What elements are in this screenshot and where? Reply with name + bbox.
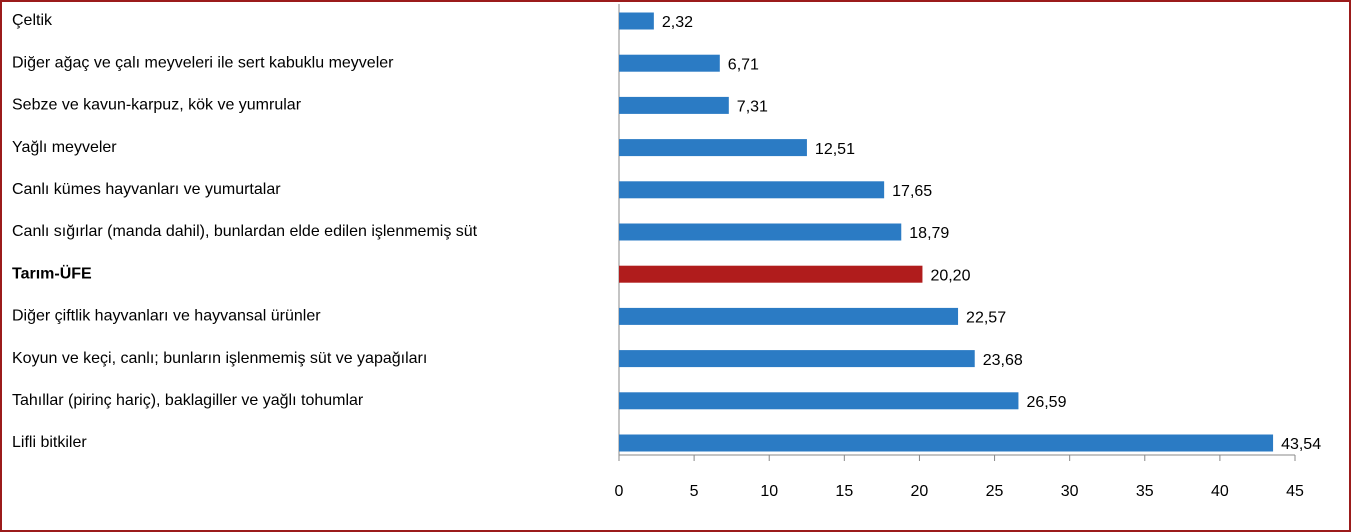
x-tick-label: 5: [690, 483, 699, 500]
bar: [619, 434, 1274, 452]
x-tick-label: 45: [1286, 483, 1304, 500]
x-tick-label: 25: [986, 483, 1004, 500]
x-tick-label: 30: [1061, 483, 1079, 500]
category-label: Tarım-ÜFE: [12, 263, 92, 282]
x-tick-label: 40: [1211, 483, 1229, 500]
value-label: 18,79: [909, 225, 949, 242]
category-label: Canlı sığırlar (manda dahil), bunlardan …: [12, 223, 478, 240]
value-label: 22,57: [966, 310, 1006, 327]
x-tick-label: 10: [760, 483, 778, 500]
x-tick-label: 0: [615, 483, 624, 500]
category-label: Yağlı meyveler: [12, 139, 117, 156]
bar: [619, 181, 885, 199]
value-label: 26,59: [1026, 394, 1066, 411]
category-label: Sebze ve kavun-karpuz, kök ve yumrular: [12, 97, 302, 114]
value-label: 2,32: [662, 14, 693, 31]
category-label: Diğer çiftlik hayvanları ve hayvansal ür…: [12, 308, 321, 325]
category-label: Lifli bitkiler: [12, 434, 87, 451]
category-label: Koyun ve keçi, canlı; bunların işlenmemi…: [12, 350, 427, 367]
bar: [619, 12, 654, 30]
value-label: 20,20: [930, 267, 970, 284]
value-label: 7,31: [737, 99, 768, 116]
bar: [619, 54, 720, 72]
category-label: Diğer ağaç ve çalı meyveleri ile sert ka…: [12, 54, 394, 71]
bar: [619, 307, 959, 325]
value-label: 6,71: [728, 56, 759, 73]
x-tick-label: 20: [911, 483, 929, 500]
bar: [619, 223, 902, 241]
category-label: Tahıllar (pirinç hariç), baklagiller ve …: [12, 392, 364, 409]
x-tick-label: 15: [835, 483, 853, 500]
value-label: 12,51: [815, 141, 855, 158]
bar: [619, 96, 729, 114]
value-label: 23,68: [983, 352, 1023, 369]
bar: [619, 392, 1019, 410]
bar: [619, 139, 807, 157]
bar: [619, 265, 923, 283]
category-label: Canlı kümes hayvanları ve yumurtalar: [12, 181, 281, 198]
x-tick-label: 35: [1136, 483, 1154, 500]
category-label: Çeltik: [12, 12, 53, 29]
value-label: 17,65: [892, 183, 932, 200]
value-label: 43,54: [1281, 436, 1321, 453]
bar: [619, 350, 975, 368]
